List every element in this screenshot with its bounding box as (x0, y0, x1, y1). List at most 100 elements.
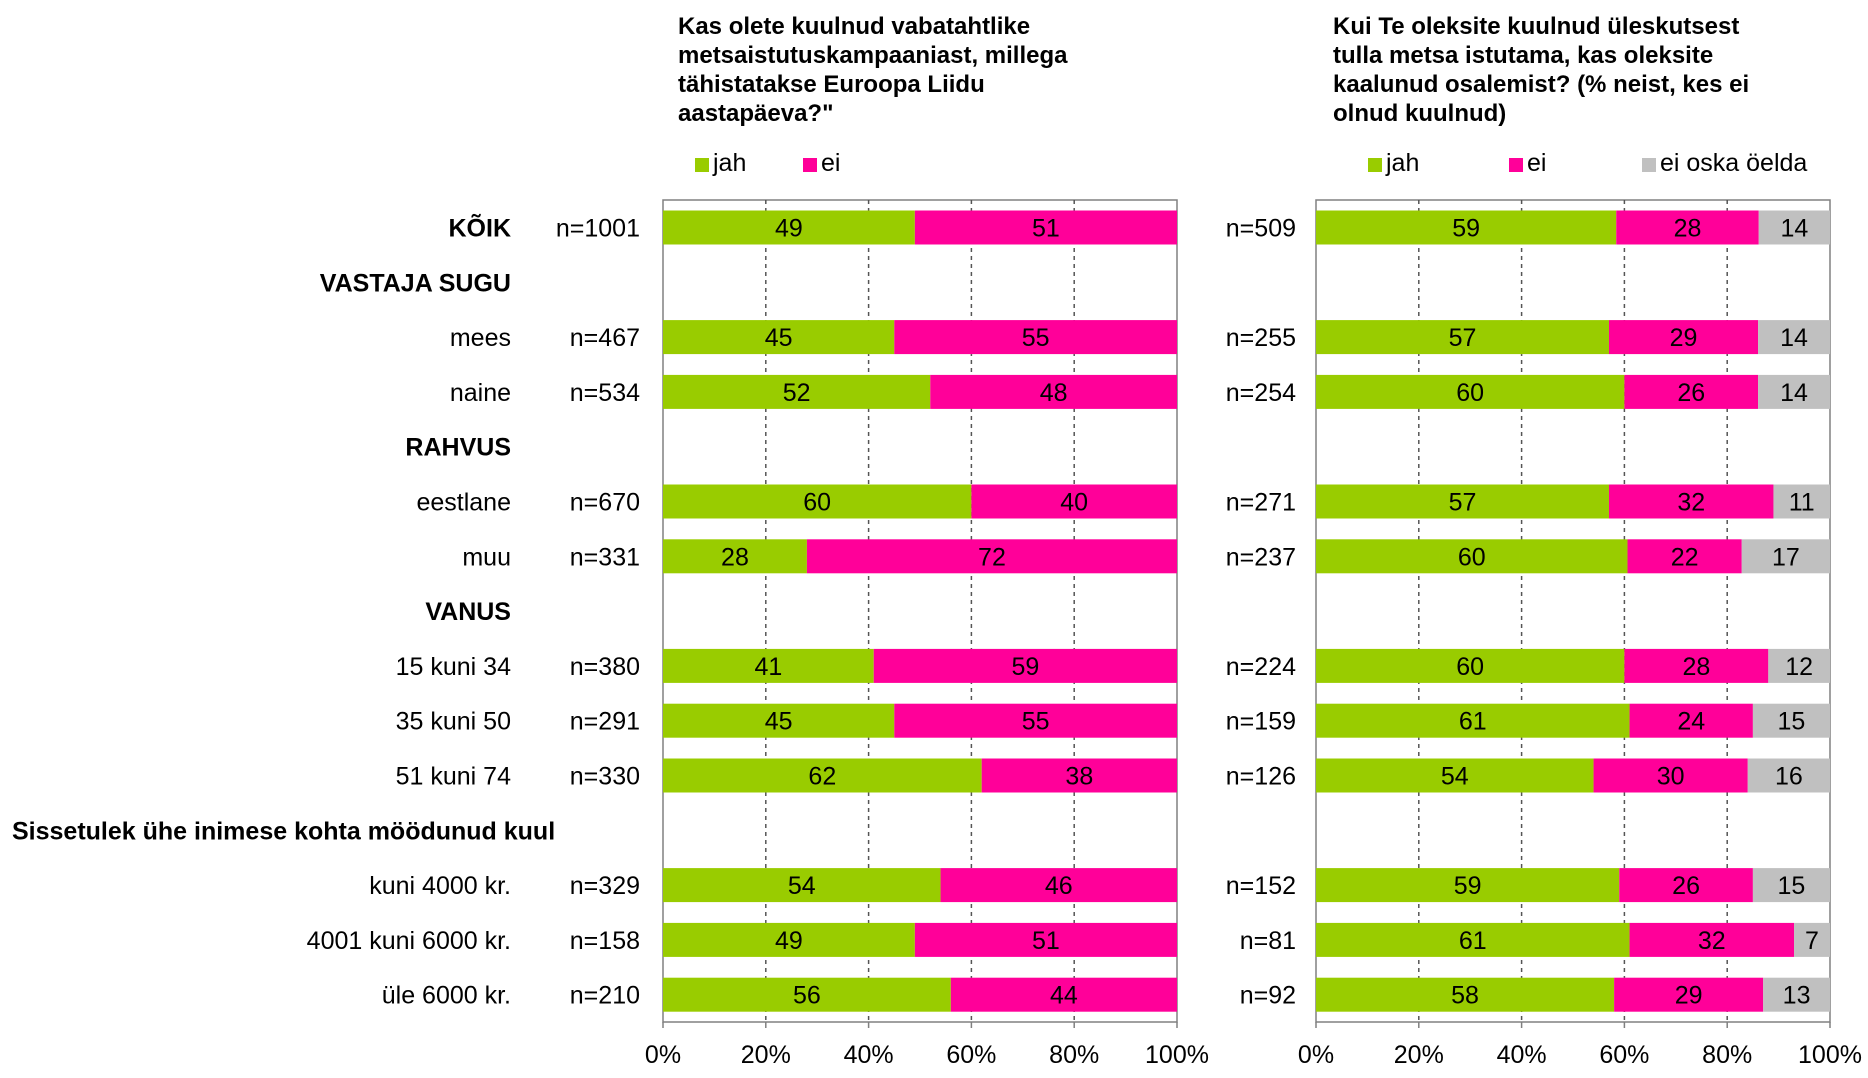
data-label: 60 (1456, 653, 1484, 681)
n-label: n=255 (1226, 324, 1296, 352)
tick-label: 40% (844, 1041, 894, 1069)
x-axis: 0% 20% 40% 60% 80% 100% (645, 1022, 1209, 1069)
row-label: 35 kuni 50 (396, 708, 511, 736)
tick-label: 60% (946, 1041, 996, 1069)
row-label: 15 kuni 34 (396, 653, 511, 681)
data-label: 60 (1456, 379, 1484, 407)
n-label: n=210 (570, 982, 640, 1010)
legend-swatch (1642, 158, 1656, 172)
row-label: muu (462, 543, 511, 571)
n-label: n=224 (1226, 653, 1296, 681)
chart-panel-2: Kui Te oleksite kuulnud üleskutsesttulla… (1226, 13, 1862, 1069)
chart-title-line: aastapäeva?" (678, 100, 833, 127)
data-label: 45 (765, 708, 793, 736)
data-label: 28 (1682, 653, 1710, 681)
tick-label: 60% (1599, 1041, 1649, 1069)
n-label: n=670 (570, 489, 640, 517)
row-label: 4001 kuni 6000 kr. (307, 927, 511, 955)
chart-title-line: metsaistutuskampaaniast, millega (678, 42, 1068, 69)
data-label: 56 (793, 982, 821, 1010)
tick-label: 80% (1049, 1041, 1099, 1069)
data-label: 61 (1459, 708, 1487, 736)
row-labels: KÕIK VASTAJA SUGU mees naine RAHVUS eestlane m… (12, 213, 555, 1010)
legend-swatch (1509, 158, 1523, 172)
data-label: 30 (1657, 763, 1685, 791)
data-label: 14 (1780, 324, 1808, 352)
data-label: 72 (978, 543, 1006, 571)
legend-label: jah (712, 149, 746, 177)
data-label: 28 (721, 543, 749, 571)
data-label: 14 (1780, 379, 1808, 407)
row-label: Sissetulek ühe inimese kohta möödunud ku… (12, 817, 555, 845)
tick-label: 100% (1798, 1041, 1862, 1069)
n-label: n=254 (1226, 379, 1296, 407)
n-label: n=271 (1226, 489, 1296, 517)
data-label: 41 (754, 653, 782, 681)
row-label: 51 kuni 74 (396, 763, 511, 791)
row-label: naine (450, 379, 511, 407)
data-label: 14 (1780, 215, 1808, 243)
tick-label: 80% (1702, 1041, 1752, 1069)
data-label: 17 (1772, 543, 1800, 571)
data-label: 15 (1778, 708, 1806, 736)
data-label: 59 (1452, 215, 1480, 243)
data-label: 54 (1441, 763, 1469, 791)
n-label: n=1001 (556, 215, 640, 243)
tick-label: 40% (1497, 1041, 1547, 1069)
data-label: 29 (1675, 982, 1703, 1010)
n-label: n=126 (1226, 763, 1296, 791)
data-label: 57 (1449, 324, 1477, 352)
x-axis: 0% 20% 40% 60% 80% 100% (1298, 1022, 1862, 1069)
data-label: 26 (1677, 379, 1705, 407)
data-label: 51 (1032, 927, 1060, 955)
legend-label: ei oska öelda (1660, 149, 1807, 177)
data-label: 7 (1805, 927, 1819, 955)
legend: jah ei ei oska öelda (1368, 149, 1807, 177)
data-label: 60 (803, 489, 831, 517)
data-label: 28 (1674, 215, 1702, 243)
data-label: 29 (1670, 324, 1698, 352)
n-label: n=291 (570, 708, 640, 736)
data-label: 49 (775, 927, 803, 955)
data-label: 61 (1459, 927, 1487, 955)
data-label: 57 (1449, 489, 1477, 517)
chart-title-line: Kas olete kuulnud vabatahtlike (678, 13, 1030, 40)
n-label: n=467 (570, 324, 640, 352)
data-label: 44 (1050, 982, 1078, 1010)
n-label: n=81 (1240, 927, 1296, 955)
n-label: n=237 (1226, 543, 1296, 571)
n-label: n=329 (570, 872, 640, 900)
n-label: n=159 (1226, 708, 1296, 736)
chart-title: Kas olete kuulnud vabatahtlikemetsaistut… (678, 13, 1068, 127)
data-label: 55 (1022, 324, 1050, 352)
data-label: 32 (1698, 927, 1726, 955)
legend-label: jah (1385, 149, 1419, 177)
data-label: 13 (1783, 982, 1811, 1010)
chart-panel-1: Kas olete kuulnud vabatahtlikemetsaistut… (556, 13, 1209, 1069)
tick-label: 20% (741, 1041, 791, 1069)
data-label: 45 (765, 324, 793, 352)
row-label: eestlane (416, 489, 511, 517)
data-label: 51 (1032, 215, 1060, 243)
chart-title-line: Kui Te oleksite kuulnud üleskutsest (1333, 13, 1739, 40)
row-label: VANUS (425, 598, 511, 626)
n-label: n=158 (570, 927, 640, 955)
legend-label: ei (821, 149, 840, 177)
legend-swatch (803, 158, 817, 172)
data-label: 15 (1778, 872, 1806, 900)
data-label: 32 (1677, 489, 1705, 517)
data-label: 40 (1060, 489, 1088, 517)
data-label: 16 (1775, 763, 1803, 791)
tick-label: 20% (1394, 1041, 1444, 1069)
data-label: 12 (1785, 653, 1813, 681)
chart-title-line: tähistatakse Euroopa Liidu (678, 71, 985, 98)
data-label: 59 (1454, 872, 1482, 900)
data-label: 26 (1672, 872, 1700, 900)
tick-label: 100% (1145, 1041, 1209, 1069)
chart-title-line: kaalunud osalemist? (% neist, kes ei (1333, 71, 1749, 98)
row-label: VASTAJA SUGU (320, 269, 511, 297)
data-label: 11 (1789, 489, 1815, 517)
chart-title-line: tulla metsa istutama, kas oleksite (1333, 42, 1713, 69)
